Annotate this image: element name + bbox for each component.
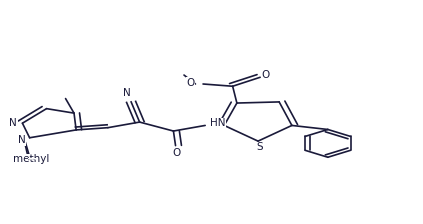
Text: N: N bbox=[18, 135, 26, 145]
Text: O: O bbox=[186, 78, 195, 88]
Text: HN: HN bbox=[210, 118, 226, 128]
Text: O: O bbox=[172, 148, 181, 158]
Text: N: N bbox=[9, 118, 17, 127]
Text: S: S bbox=[257, 142, 264, 152]
Text: methyl_stub: methyl_stub bbox=[28, 158, 37, 160]
Text: O: O bbox=[261, 71, 269, 80]
Text: methyl: methyl bbox=[13, 154, 49, 164]
Text: N: N bbox=[123, 88, 131, 98]
